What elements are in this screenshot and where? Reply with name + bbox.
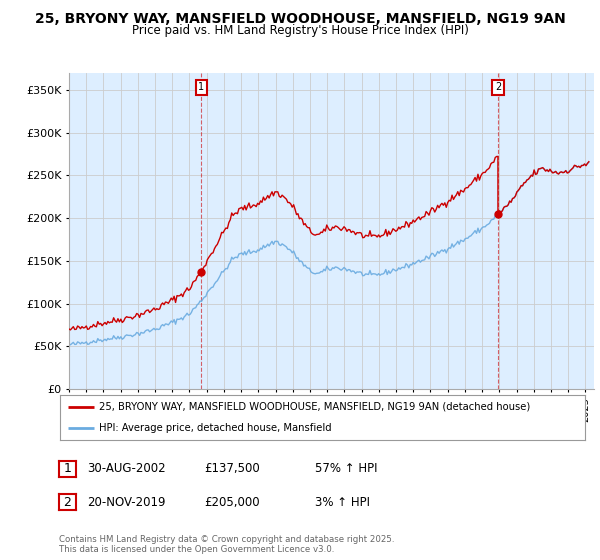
Text: £137,500: £137,500 [204, 462, 260, 475]
Text: Contains HM Land Registry data © Crown copyright and database right 2025.
This d: Contains HM Land Registry data © Crown c… [59, 535, 394, 554]
Text: HPI: Average price, detached house, Mansfield: HPI: Average price, detached house, Mans… [100, 422, 332, 432]
Text: £205,000: £205,000 [204, 496, 260, 509]
Text: 1: 1 [63, 462, 71, 475]
Text: Price paid vs. HM Land Registry's House Price Index (HPI): Price paid vs. HM Land Registry's House … [131, 24, 469, 37]
Text: 1: 1 [198, 82, 204, 92]
Text: 30-AUG-2002: 30-AUG-2002 [87, 462, 166, 475]
Text: 2: 2 [495, 82, 501, 92]
Text: 3% ↑ HPI: 3% ↑ HPI [315, 496, 370, 509]
Text: 25, BRYONY WAY, MANSFIELD WOODHOUSE, MANSFIELD, NG19 9AN: 25, BRYONY WAY, MANSFIELD WOODHOUSE, MAN… [35, 12, 565, 26]
Text: 57% ↑ HPI: 57% ↑ HPI [315, 462, 377, 475]
Text: 20-NOV-2019: 20-NOV-2019 [87, 496, 166, 509]
Text: 2: 2 [63, 496, 71, 509]
Text: 25, BRYONY WAY, MANSFIELD WOODHOUSE, MANSFIELD, NG19 9AN (detached house): 25, BRYONY WAY, MANSFIELD WOODHOUSE, MAN… [100, 402, 530, 412]
